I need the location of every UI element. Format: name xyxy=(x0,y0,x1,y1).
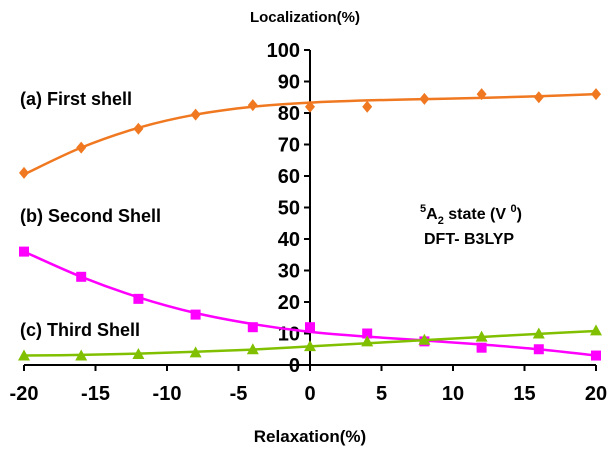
x-tick-label: -20 xyxy=(10,383,39,405)
data-point-triangle xyxy=(304,340,316,352)
data-point-triangle xyxy=(590,324,602,336)
method-label: DFT- B3LYP xyxy=(424,231,514,248)
state-end: ) xyxy=(517,206,522,223)
x-tick-label: 20 xyxy=(585,383,607,405)
series-label: (a) First shell xyxy=(20,89,132,109)
y-tick-label: 20 xyxy=(278,292,300,314)
data-point-diamond xyxy=(133,122,144,135)
state-sup: 0 xyxy=(511,203,517,215)
data-point-triangle xyxy=(132,347,145,359)
data-point-triangle xyxy=(418,333,431,345)
data-point-square xyxy=(133,293,144,304)
state-mid: state (V xyxy=(444,206,511,223)
series-label: (c) Third Shell xyxy=(20,320,140,340)
y-tick-label: 60 xyxy=(278,166,300,188)
data-point-diamond xyxy=(76,141,87,154)
data-point-diamond xyxy=(305,100,315,113)
series-diamond xyxy=(19,88,601,179)
data-point-square xyxy=(362,328,373,339)
data-point-square xyxy=(247,322,258,333)
data-point-square xyxy=(591,350,601,361)
data-point-triangle xyxy=(18,349,30,361)
x-axis-ticks: -20 -15 -10 -5 0 5 10 15 20 xyxy=(10,365,607,405)
x-tick-label: 10 xyxy=(442,383,464,405)
series-triangle xyxy=(18,324,602,361)
data-point-square xyxy=(476,342,487,353)
data-point-triangle xyxy=(475,330,488,342)
chart-title: Localization(%) xyxy=(250,9,360,26)
x-tick-label: 0 xyxy=(304,383,315,405)
data-point-triangle xyxy=(246,343,259,355)
data-point-diamond xyxy=(190,108,201,121)
data-point-square xyxy=(76,271,87,282)
y-tick-label: 100 xyxy=(267,40,300,62)
y-tick-label: 0 xyxy=(289,355,300,377)
state-annotation: 5A2 state (V 0) xyxy=(420,203,522,227)
x-tick-label: -15 xyxy=(81,383,110,405)
data-point-diamond xyxy=(19,166,29,179)
x-axis-label: Relaxation(%) xyxy=(254,427,366,446)
y-tick-label: 70 xyxy=(278,135,300,157)
data-point-square xyxy=(533,344,544,355)
data-point-square xyxy=(305,322,315,333)
x-tick-label: -10 xyxy=(153,383,182,405)
data-point-diamond xyxy=(247,99,258,112)
data-point-diamond xyxy=(362,100,373,113)
y-tick-label: 90 xyxy=(278,72,300,94)
data-point-square xyxy=(19,246,29,257)
y-tick-label: 50 xyxy=(278,198,300,220)
data-point-diamond xyxy=(591,88,601,101)
y-tick-label: 40 xyxy=(278,229,300,251)
data-point-triangle xyxy=(361,335,374,347)
state-main: A xyxy=(426,206,438,223)
y-tick-label: 30 xyxy=(278,261,300,283)
x-tick-label: -5 xyxy=(230,383,248,405)
data-point-triangle xyxy=(532,327,545,339)
y-tick-label: 80 xyxy=(278,103,300,125)
series-layer xyxy=(18,88,602,361)
data-point-triangle xyxy=(75,349,88,361)
data-point-triangle xyxy=(189,346,202,358)
y-tick-label: 10 xyxy=(278,324,300,346)
series-labels: (a) First shell (b) Second Shell (c) Third… xyxy=(20,89,161,340)
state-sub: 2 xyxy=(438,215,444,227)
data-point-diamond xyxy=(533,91,544,104)
data-point-diamond xyxy=(419,92,430,105)
x-tick-label: 5 xyxy=(376,383,387,405)
data-point-diamond xyxy=(476,88,487,101)
state-prefix: 5 xyxy=(420,203,426,215)
x-tick-label: 15 xyxy=(513,383,535,405)
data-point-square xyxy=(190,309,201,320)
series-label: (b) Second Shell xyxy=(20,206,161,226)
